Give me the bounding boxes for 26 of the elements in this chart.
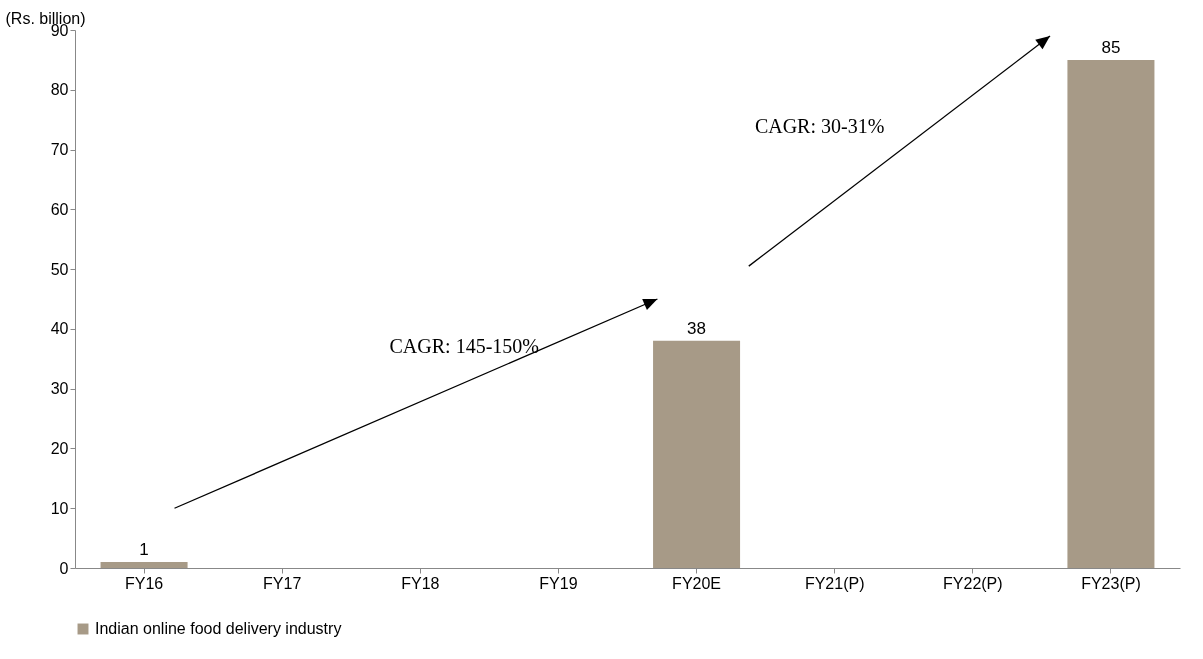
y-tick-label: 30 — [50, 380, 69, 398]
x-tick-label: FY18 — [401, 574, 440, 592]
x-tick-label: FY16 — [124, 574, 164, 592]
data-label: 85 — [1101, 37, 1121, 57]
x-tick-label: FY23(P) — [1081, 574, 1141, 592]
y-tick-label: 0 — [59, 559, 69, 577]
bar — [1067, 59, 1155, 568]
bar — [653, 340, 741, 568]
x-tick-label: FY20E — [672, 574, 722, 592]
y-tick-label: 50 — [50, 260, 69, 278]
y-tick-label: 20 — [50, 439, 69, 457]
bar — [100, 562, 188, 568]
y-tick-label: 60 — [50, 200, 69, 218]
data-label: 1 — [139, 540, 149, 560]
y-tick-label: 40 — [50, 320, 69, 338]
x-tick-label: FY19 — [539, 574, 578, 592]
y-tick-label: 70 — [50, 141, 69, 159]
legend-label: Indian online food delivery industry — [95, 620, 342, 637]
y-tick-label: 80 — [50, 81, 69, 99]
annotation: CAGR: 145-150% — [389, 334, 539, 357]
annotation: CAGR: 30-31% — [754, 114, 885, 137]
x-tick-label: FY21(P) — [804, 574, 865, 592]
data-label: 38 — [687, 318, 707, 338]
x-tick-label: FY22(P) — [943, 574, 1003, 592]
y-tick-label: 10 — [50, 499, 69, 517]
x-tick-label: FY17 — [263, 574, 302, 592]
